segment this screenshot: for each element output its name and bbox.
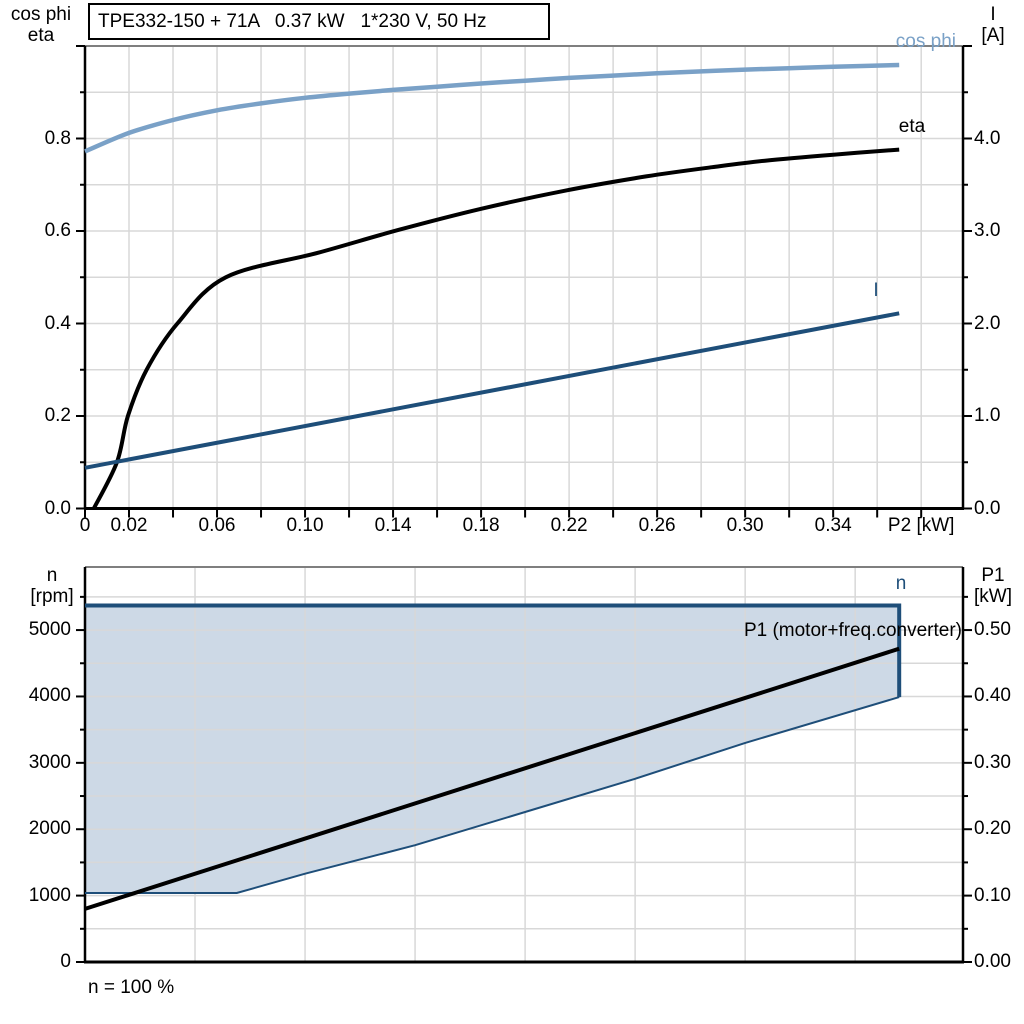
left-axis-tick-label: 1000 [28, 884, 71, 906]
right-axis-tick-label: 0.10 [974, 884, 1011, 906]
left-axis-tick-label: 0.2 [44, 405, 71, 426]
bottom-chart-right-axis-title: P1 [kW] [966, 565, 1020, 607]
eta-curve-label: eta [898, 116, 926, 137]
right-axis-tick-label: 1.0 [974, 405, 1001, 426]
axis-title-line: cos phi [10, 4, 72, 25]
chart-title-box: TPE332-150 + 71A 0.37 kW 1*230 V, 50 Hz [88, 3, 550, 40]
x-axis-tick-label: 0 [79, 514, 91, 536]
speed-curve-label: n [895, 573, 907, 594]
cos-phi-curve-label: cos phi [895, 31, 956, 52]
right-axis-tick-label: 0.0 [974, 497, 1001, 519]
x-axis-tick-label: 0.22 [550, 514, 588, 536]
x-axis-tick-label: 0.30 [726, 514, 764, 536]
axis-title-line: I [990, 4, 996, 25]
right-axis-tick-label: 2.0 [974, 312, 1001, 334]
x-axis-tick-label: 0.06 [198, 514, 236, 536]
top-chart-right-axis-title: I [A] [966, 4, 1020, 46]
speed-range-area [85, 605, 900, 893]
current-curve-label: I [873, 280, 879, 301]
left-axis-tick-label: 0.4 [44, 312, 71, 334]
right-axis-tick-label: 0.00 [974, 951, 1011, 972]
left-axis-tick-label: 0.6 [44, 220, 71, 241]
right-axis-tick-label: 4.0 [974, 127, 1001, 149]
left-axis-tick-label: 5000 [28, 619, 71, 641]
top-chart-left-axis-title: cos phi eta [2, 4, 80, 46]
axis-title-line: n [46, 565, 58, 586]
series-p1-motor-freq-converter- [84, 646, 900, 911]
series-i [84, 311, 900, 470]
x-axis-tick-label: 0.26 [638, 514, 676, 536]
x-axis-tick-label: 0.34 [814, 514, 852, 536]
left-axis-tick-label: 0.8 [44, 127, 71, 149]
axis-title-line: [A] [981, 25, 1005, 46]
left-axis-tick-label: 4000 [28, 685, 71, 707]
right-axis-tick-label: 0.40 [974, 685, 1011, 707]
series-eta [92, 147, 900, 510]
axis-title-line: [rpm] [30, 586, 74, 607]
axis-title-line: [kW] [974, 586, 1012, 607]
speed-footnote: n = 100 % [88, 977, 175, 998]
x-axis-unit-label: P2 [kW] [887, 514, 955, 536]
x-axis-tick-label: 0.10 [286, 514, 324, 536]
left-axis-tick-label: 2000 [28, 818, 71, 840]
right-axis-tick-label: 0.50 [974, 619, 1011, 641]
axis-title-line: eta [27, 25, 55, 46]
series-n [85, 603, 902, 698]
series-n-min-boundary [85, 696, 900, 894]
right-axis-tick-label: 0.20 [974, 818, 1011, 840]
x-axis-tick-label: 0.02 [110, 514, 148, 536]
left-axis-tick-label: 3000 [28, 751, 71, 773]
x-axis-tick-label: 0.14 [374, 514, 412, 536]
bottom-chart-left-axis-title: n [rpm] [22, 565, 82, 607]
chart-title-text: TPE332-150 + 71A 0.37 kW 1*230 V, 50 Hz [98, 10, 487, 32]
right-axis-tick-label: 3.0 [974, 220, 1001, 241]
left-axis-tick-label: 0 [60, 951, 71, 972]
x-axis-tick-label: 0.18 [462, 514, 500, 536]
p1-curve-label: P1 (motor+freq.converter) [743, 620, 962, 641]
left-axis-tick-label: 0.0 [44, 497, 71, 519]
axis-title-line: P1 [981, 565, 1005, 586]
right-axis-tick-label: 0.30 [974, 751, 1011, 773]
series-cos-phi [84, 62, 900, 154]
